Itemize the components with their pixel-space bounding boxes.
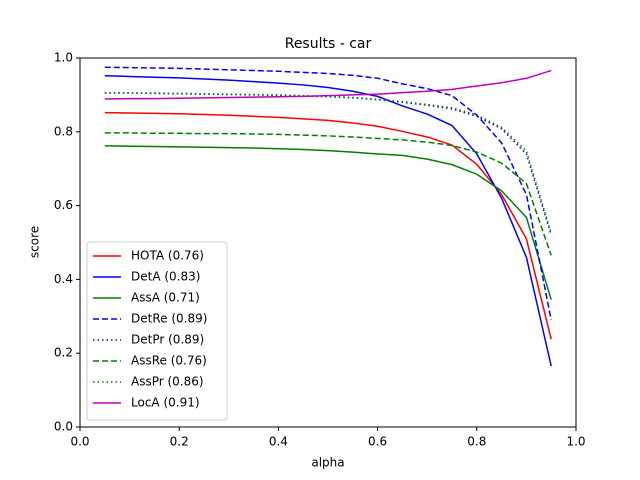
legend-label: DetA (0.83)	[131, 270, 200, 284]
y-tick-label: 0.2	[54, 346, 73, 360]
x-tick-label: 1.0	[566, 435, 585, 449]
x-axis-label: alpha	[311, 456, 344, 470]
x-tick-label: 0.6	[368, 435, 387, 449]
line	[104, 91, 552, 234]
y-tick-label: 0.4	[54, 272, 73, 286]
y-tick-label: 1.0	[54, 51, 73, 65]
x-tick-label: 0.0	[70, 435, 89, 449]
legend-label: AssA (0.71)	[131, 291, 200, 305]
plot-frame	[79, 57, 577, 428]
y-tick-label: 0.0	[54, 420, 73, 434]
line	[104, 74, 552, 367]
chart-title: Results - car	[285, 36, 372, 52]
y-tick-label: 0.6	[54, 198, 73, 212]
legend-label: DetPr (0.89)	[131, 333, 204, 347]
line	[104, 69, 552, 100]
line	[104, 132, 552, 256]
line	[104, 92, 552, 236]
legend-label: DetRe (0.89)	[131, 312, 207, 326]
legend-label: HOTA (0.76)	[131, 249, 204, 263]
x-tick-label: 0.8	[467, 435, 486, 449]
legend-box	[86, 241, 228, 421]
legend-label: LocA (0.91)	[131, 396, 200, 410]
x-tick-label: 0.2	[170, 435, 189, 449]
legend-label: AssPr (0.86)	[131, 375, 204, 389]
x-tick-label: 0.4	[269, 435, 288, 449]
y-axis-label: score	[28, 226, 42, 258]
line	[104, 145, 552, 300]
legend-label: AssRe (0.76)	[131, 354, 207, 368]
line	[104, 111, 552, 340]
y-tick-label: 0.8	[54, 124, 73, 138]
